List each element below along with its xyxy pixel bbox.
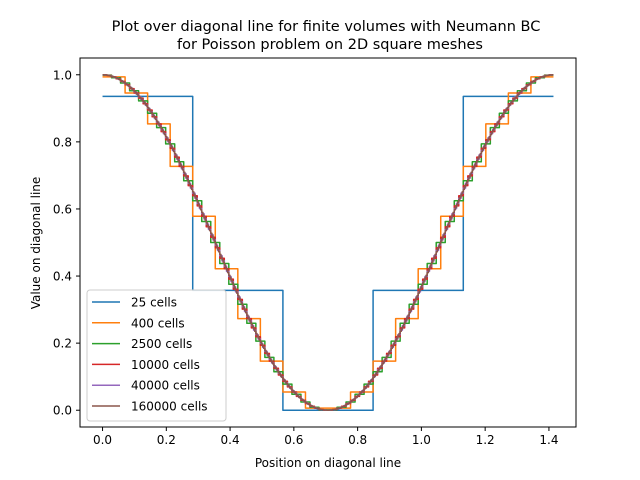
legend-frame: [86, 289, 227, 422]
legend-label: 40000 cells: [131, 379, 200, 393]
x-axis-ticks: 0.0 0.2 0.4 0.6 0.8 1.0 1.2 1.4: [93, 427, 558, 447]
chart-title: Plot over diagonal line for finite volum…: [112, 19, 541, 35]
y-tick-label: 0.8: [53, 135, 72, 149]
y-tick-label: 0.2: [53, 337, 72, 351]
legend-label: 10000 cells: [131, 358, 200, 372]
y-axis-ticks: 0.0 0.2 0.4 0.6 0.8 1.0: [53, 68, 80, 418]
legend-label: 160000 cells: [131, 400, 208, 414]
x-axis-label: Position on diagonal line: [255, 456, 401, 470]
x-tick-label: 0.8: [348, 433, 367, 447]
plot-frame: [79, 57, 577, 428]
series-line-160000-cells: [102, 74, 554, 411]
legend-label: 25 cells: [131, 296, 177, 310]
legend-label: 2500 cells: [131, 337, 192, 351]
plot-lines: [102, 74, 554, 411]
x-tick-label: 0.0: [93, 433, 112, 447]
legend: 25 cells 400 cells 2500 cells 10000 cells 40…: [86, 289, 227, 422]
series-line-400-cells: [102, 76, 554, 409]
x-tick-label: 1.4: [539, 433, 558, 447]
legend-label: 400 cells: [131, 316, 185, 330]
x-tick-label: 0.4: [221, 433, 240, 447]
x-tick-label: 1.0: [412, 433, 431, 447]
chart-subtitle: for Poisson problem on 2D square meshes: [177, 37, 483, 53]
y-axis-label: Value on diagonal line: [29, 177, 43, 310]
x-tick-label: 0.2: [157, 433, 176, 447]
y-tick-label: 0.0: [53, 404, 72, 418]
x-tick-label: 1.2: [476, 433, 495, 447]
y-tick-label: 0.6: [53, 202, 72, 216]
x-tick-label: 0.6: [284, 433, 303, 447]
y-tick-label: 1.0: [53, 68, 72, 82]
y-tick-label: 0.4: [53, 270, 72, 284]
